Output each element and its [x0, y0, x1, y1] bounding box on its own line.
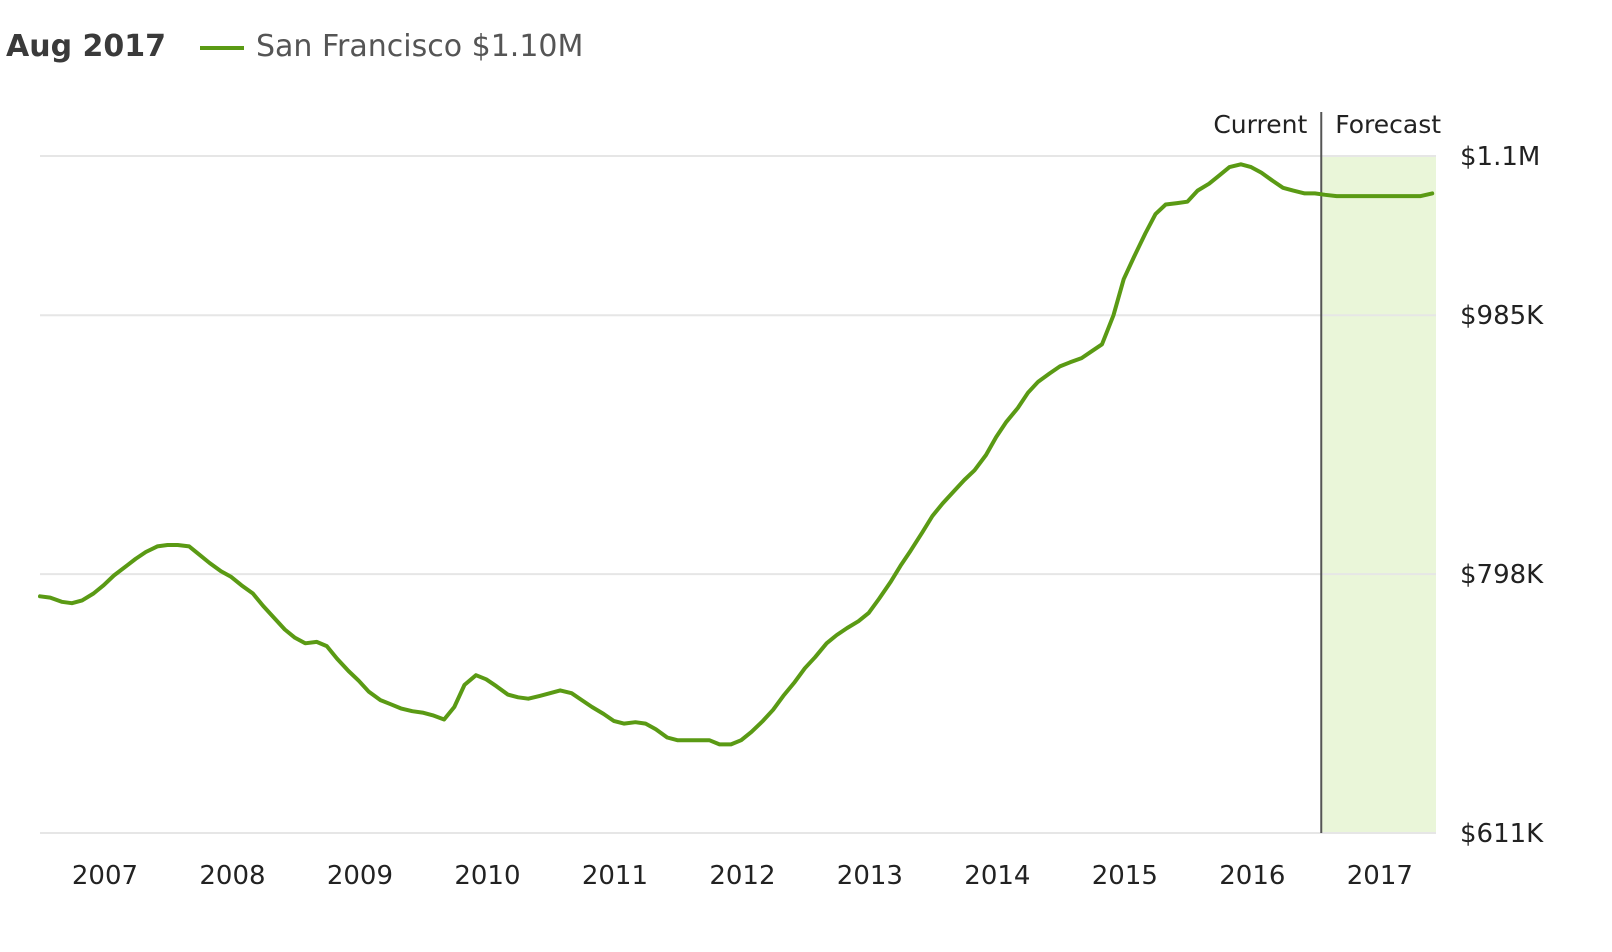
x-tick-label: 2010 — [454, 861, 520, 891]
x-tick-label: 2013 — [837, 861, 903, 891]
forecast-label: Forecast — [1335, 110, 1441, 139]
x-tick-label: 2014 — [964, 861, 1030, 891]
forecast-region — [1321, 156, 1436, 833]
current-label: Current — [1213, 110, 1307, 139]
x-tick-label: 2011 — [582, 861, 648, 891]
series-line-san-francisco — [38, 162, 1435, 747]
y-tick-label: $798K — [1460, 560, 1544, 590]
y-tick-label: $1.1M — [1460, 142, 1540, 172]
x-tick-label: 2008 — [199, 861, 265, 891]
y-tick-label: $611K — [1460, 819, 1544, 849]
x-tick-label: 2009 — [327, 861, 393, 891]
x-tick-label: 2012 — [709, 861, 775, 891]
header-date-label: Aug 2017 — [6, 29, 166, 64]
chart-header: Aug 2017 San Francisco $1.10M — [6, 29, 583, 64]
legend-entry-san-francisco: San Francisco $1.10M — [256, 29, 583, 64]
x-tick-label: 2017 — [1347, 861, 1413, 891]
plot-area: $1.1M $985K $798K $611K 2007 2008 2009 2010 2011… — [38, 110, 1544, 891]
x-tick-label: 2016 — [1219, 861, 1285, 891]
x-tick-label: 2015 — [1092, 861, 1158, 891]
x-tick-label: 2007 — [72, 861, 138, 891]
y-tick-label: $985K — [1460, 301, 1544, 331]
